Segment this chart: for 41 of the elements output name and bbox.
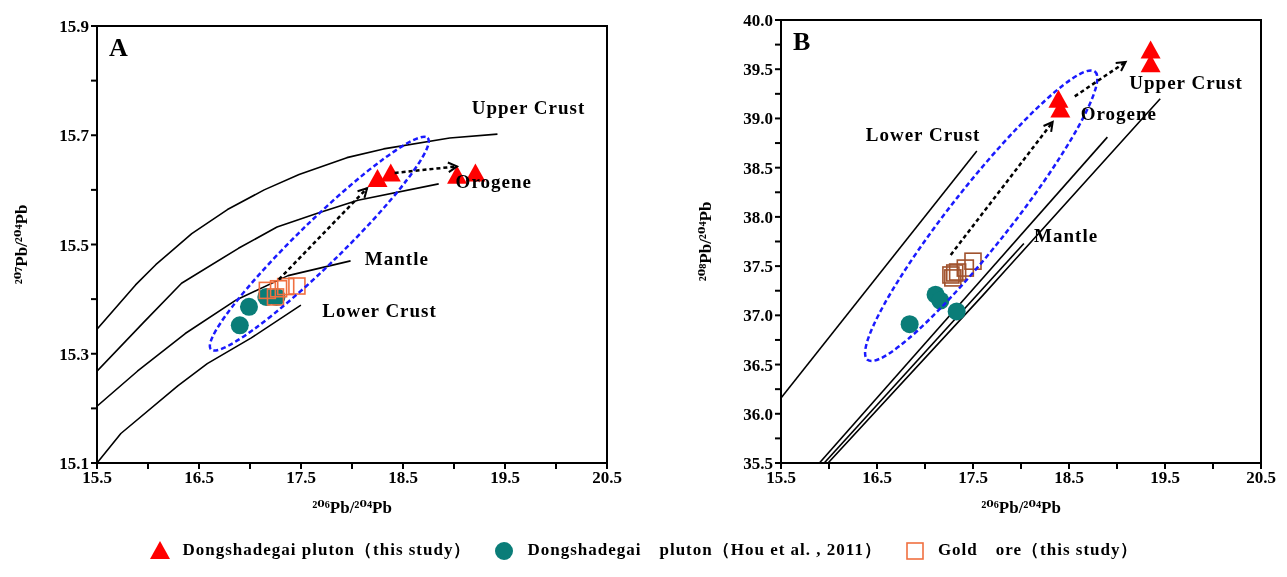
y-tick-label: 38.5 [743, 158, 773, 178]
x-tick-label: 18.5 [1054, 468, 1084, 488]
y-axis-title: ²⁰⁷Pb/²⁰⁴Pb [12, 204, 32, 285]
y-tick-label: 15.5 [59, 235, 89, 255]
annotation: Orogene [455, 170, 532, 192]
annotation: Mantle [1034, 224, 1099, 246]
x-axis-title: ²⁰⁶Pb/²⁰⁴Pb [981, 498, 1061, 517]
x-tick-label: 18.5 [388, 468, 418, 488]
y-tick-label: 39.0 [743, 109, 773, 129]
chart-title: B [793, 27, 811, 56]
y-tick-label: 40.0 [743, 11, 773, 31]
x-tick-label: 16.5 [184, 468, 214, 488]
y-tick-label: 37.0 [743, 306, 773, 326]
legend-label: Dongshadegai pluton（Hou et al. , 2011） [527, 539, 882, 561]
x-axis-title: ²⁰⁶Pb/²⁰⁴Pb [312, 498, 392, 517]
y-tick-label: 15.3 [59, 344, 89, 364]
x-tick-label: 20.5 [1246, 468, 1276, 488]
y-tick-label: 15.9 [59, 17, 89, 37]
annotation: Upper Crust [471, 96, 586, 118]
legend-label: Gold ore（this study） [937, 539, 1139, 561]
x-tick-label: 15.5 [766, 468, 796, 488]
y-tick-label: 36.5 [743, 355, 773, 375]
y-axis-title: ²⁰⁸Pb/²⁰⁴Pb [696, 201, 716, 282]
y-tick-label: 38.0 [743, 207, 773, 227]
x-tick-label: 15.5 [82, 468, 112, 488]
annotation: Upper Crust [1129, 72, 1243, 94]
y-tick-label: 15.7 [59, 126, 90, 146]
annotation: Lower Crust [322, 299, 437, 321]
y-tick-label: 36.0 [743, 404, 773, 424]
y-tick-label: 39.5 [743, 60, 773, 80]
annotation: Lower Crust [865, 123, 981, 145]
y-tick-label: 37.5 [743, 257, 773, 277]
x-tick-label: 17.5 [286, 468, 316, 488]
x-tick-label: 20.5 [592, 468, 622, 488]
x-tick-label: 19.5 [1150, 468, 1180, 488]
x-tick-label: 19.5 [490, 468, 520, 488]
chart-title: A [109, 33, 128, 62]
x-tick-label: 16.5 [862, 468, 892, 488]
legend-label: Dongshadegai pluton（this study） [182, 539, 472, 561]
annotation: Mantle [364, 247, 429, 269]
x-tick-label: 17.5 [958, 468, 988, 488]
